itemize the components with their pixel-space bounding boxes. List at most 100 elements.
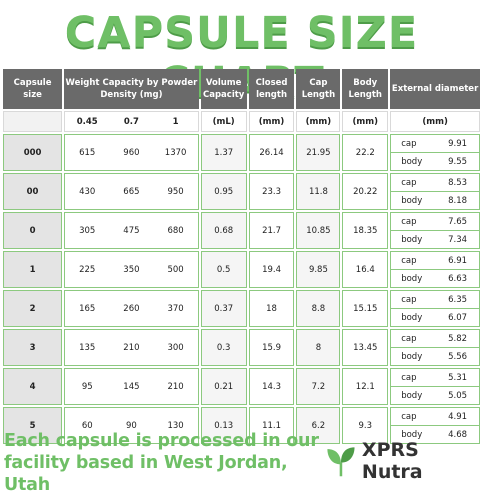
body-label: body [401,234,423,245]
closed-length: 18 [248,290,295,327]
weight-capacity: 165 260 370 [64,290,199,327]
body-diameter-value: 7.34 [448,234,468,245]
body-length: 20.22 [342,173,389,210]
weight-mid: 475 [123,225,140,236]
body-length: 9.3 [342,407,389,444]
body-label: body [401,390,423,401]
units-row: 0.45 0.7 1 (mL) (mm) (mm) (mm) (mm) [3,111,480,132]
body-diameter-value: 5.56 [448,351,468,362]
weight-mid: 145 [123,381,140,392]
weight-low: 95 [81,381,93,392]
capsule-size: 00 [3,173,63,210]
header-row: Capsule size Weight Capacity by Powder D… [3,69,480,109]
weight-low: 225 [79,264,96,275]
weight-mid: 350 [123,264,140,275]
page-title: CAPSULE SIZE CHART [64,8,419,108]
weight-low: 165 [79,303,96,314]
weight-high: 130 [167,420,184,431]
body-label: body [401,312,423,323]
closed-length: 26.14 [248,134,295,171]
body-length: 13.45 [342,329,389,366]
cap-label: cap [401,177,417,188]
header-external-diameter: External diameter [390,69,480,109]
capsule-size: 000 [3,134,63,171]
external-diameter: cap 7.65 body 7.34 [390,212,480,249]
weight-low: 135 [79,342,96,353]
body-diameter-value: 4.68 [448,429,468,440]
weight-high: 950 [167,186,184,197]
cap-diameter-value: 8.53 [448,177,468,188]
capsule-size-table: Capsule size Weight Capacity by Powder D… [1,67,482,446]
body-label: body [401,195,423,206]
weight-capacity: 430 665 950 [64,173,199,210]
weight-high: 1370 [164,147,187,158]
closed-length: 21.7 [248,212,295,249]
body-diameter-value: 6.07 [448,312,468,323]
external-diameter: cap 6.35 body 6.07 [390,290,480,327]
weight-low: 615 [79,147,96,158]
units-cap: (mm) [296,111,341,132]
diameter-body: body 5.56 [391,348,479,365]
brand-logo: XPRS Nutra [324,436,479,486]
density-mid: 0.7 [123,116,139,127]
units-density: 0.45 0.7 1 [64,111,199,132]
closed-length: 19.4 [248,251,295,288]
diameter-cap: cap 8.53 [391,174,479,192]
external-diameter: cap 5.82 body 5.56 [390,329,480,366]
cap-label: cap [401,216,417,227]
volume-capacity: 0.3 [200,329,247,366]
body-diameter-value: 9.55 [448,156,468,167]
table-row: 0 305 475 680 0.68 21.7 10.85 18.35 cap 7.65 body 7… [3,212,480,249]
cap-length: 7.2 [296,368,341,405]
weight-mid: 90 [126,420,137,431]
external-diameter: cap 6.91 body 6.63 [390,251,480,288]
density-low: 0.45 [76,116,98,127]
header-cap-length: Cap Length [296,69,341,109]
footer-message: Each capsule is processed in our facilit… [4,430,322,496]
cap-diameter-value: 5.31 [448,372,468,383]
capsule-size: 2 [3,290,63,327]
cap-label: cap [401,138,417,149]
weight-high: 370 [167,303,184,314]
table-row: 3 135 210 300 0.3 15.9 8 13.45 cap 5.82 body 5.56 [3,329,480,366]
capsule-size: 4 [3,368,63,405]
weight-capacity: 135 210 300 [64,329,199,366]
weight-high: 300 [167,342,184,353]
diameter-body: body 8.18 [391,192,479,209]
cap-label: cap [401,294,417,305]
cap-label: cap [401,372,417,383]
table-row: 4 95 145 210 0.21 14.3 7.2 12.1 cap 5.31 body 5.05 [3,368,480,405]
header-weight-capacity: Weight Capacity by Powder Density (mg) [64,69,199,109]
capsule-size: 3 [3,329,63,366]
cap-length: 8 [296,329,341,366]
cap-diameter-value: 7.65 [448,216,468,227]
external-diameter: cap 9.91 body 9.55 [390,134,480,171]
external-diameter: cap 5.31 body 5.05 [390,368,480,405]
footer-line-2: facility based in West Jordan, Utah [4,453,288,495]
cap-diameter-value: 6.91 [448,255,468,266]
weight-capacity: 225 350 500 [64,251,199,288]
closed-length: 15.9 [248,329,295,366]
weight-capacity: 60 90 130 [64,407,199,444]
diameter-cap: cap 5.82 [391,330,479,348]
weight-low: 430 [79,186,96,197]
body-length: 12.1 [342,368,389,405]
cap-length: 9.85 [296,251,341,288]
volume-capacity: 0.13 [200,407,247,444]
volume-capacity: 0.68 [200,212,247,249]
diameter-body: body 7.34 [391,231,479,248]
cap-label: cap [401,411,417,422]
body-length: 22.2 [342,134,389,171]
header-closed-length: Closed length [248,69,295,109]
diameter-body: body 6.63 [391,270,479,287]
diameter-body: body 9.55 [391,153,479,170]
volume-capacity: 0.21 [200,368,247,405]
header-body-length: Body Length [342,69,389,109]
weight-capacity: 95 145 210 [64,368,199,405]
body-diameter-value: 8.18 [448,195,468,206]
weight-mid: 210 [123,342,140,353]
cap-length: 11.8 [296,173,341,210]
weight-mid: 665 [123,186,140,197]
external-diameter: cap 4.91 body 4.68 [390,407,480,444]
weight-capacity: 615 960 1370 [64,134,199,171]
